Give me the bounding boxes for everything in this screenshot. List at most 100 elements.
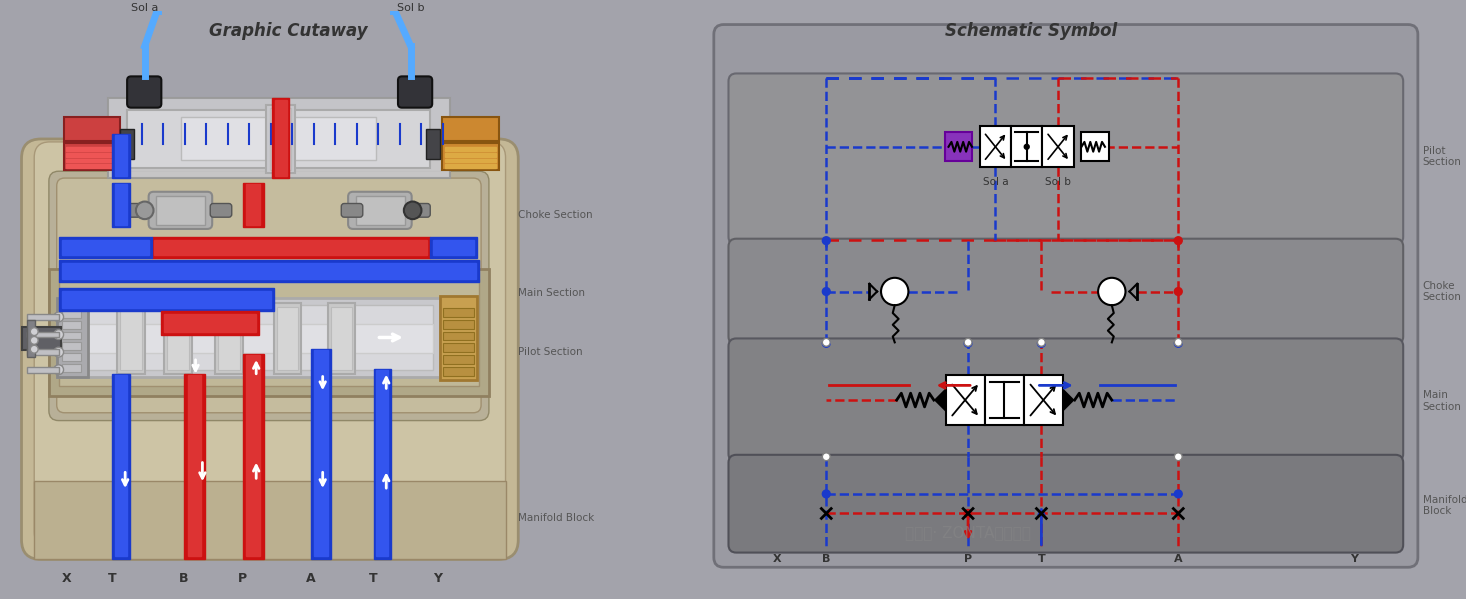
Text: Manifold
Block: Manifold Block [1423, 495, 1466, 516]
Bar [432, 240, 475, 255]
Text: Y: Y [1350, 555, 1359, 564]
Text: Sol b: Sol b [397, 3, 425, 13]
Bar [59, 279, 479, 386]
Circle shape [1174, 340, 1182, 347]
Circle shape [54, 329, 63, 340]
Bar [66, 147, 117, 151]
Text: Pilot
Section: Pilot Section [1423, 146, 1462, 167]
Bar [246, 355, 259, 555]
Bar [128, 110, 430, 168]
Bar [62, 321, 81, 329]
Bar [443, 343, 475, 352]
Bar [440, 297, 478, 380]
Text: A: A [306, 573, 315, 585]
Circle shape [1038, 338, 1045, 346]
FancyBboxPatch shape [397, 77, 432, 108]
Text: X: X [62, 573, 72, 585]
Bar [63, 305, 432, 370]
FancyBboxPatch shape [128, 77, 161, 108]
Bar [113, 183, 130, 227]
Bar [443, 367, 475, 376]
Bar [107, 98, 450, 178]
Bar [66, 153, 117, 156]
Bar [154, 240, 427, 255]
FancyBboxPatch shape [57, 178, 481, 413]
Bar [1082, 132, 1108, 162]
Bar [246, 184, 259, 225]
Bar [62, 353, 81, 361]
Bar [164, 314, 257, 332]
Text: P: P [965, 555, 972, 564]
Bar [274, 303, 301, 374]
Bar [1012, 126, 1042, 167]
Bar [944, 132, 972, 162]
Bar [164, 303, 192, 374]
Bar [441, 117, 498, 141]
FancyBboxPatch shape [729, 338, 1403, 462]
Circle shape [822, 338, 830, 346]
Bar [167, 307, 189, 370]
FancyBboxPatch shape [128, 204, 148, 217]
Bar [59, 237, 151, 258]
Bar [151, 237, 430, 258]
Text: Sol a: Sol a [130, 3, 158, 13]
Bar [377, 370, 388, 555]
Bar [1042, 126, 1073, 167]
Bar [34, 481, 506, 559]
FancyBboxPatch shape [409, 204, 430, 217]
Bar [443, 332, 475, 340]
Bar [62, 310, 81, 318]
Bar [946, 374, 985, 425]
FancyBboxPatch shape [48, 171, 490, 420]
FancyBboxPatch shape [22, 139, 519, 559]
Text: Y: Y [434, 573, 443, 585]
Bar [374, 369, 391, 559]
Bar [62, 291, 271, 308]
Bar [311, 349, 330, 559]
Bar [218, 307, 239, 370]
Bar [441, 143, 498, 170]
Bar [116, 374, 128, 555]
Text: T: T [1038, 555, 1045, 564]
Bar [116, 135, 128, 176]
Circle shape [1098, 278, 1126, 305]
Bar [113, 134, 130, 178]
Bar [120, 307, 142, 370]
Bar [443, 355, 475, 364]
Polygon shape [1063, 388, 1075, 412]
Bar [356, 196, 405, 225]
Bar [444, 153, 496, 156]
Circle shape [1025, 144, 1029, 149]
Circle shape [822, 237, 830, 244]
Bar [183, 374, 205, 559]
Bar [28, 332, 59, 337]
Bar [979, 126, 1012, 167]
Bar [270, 108, 292, 170]
Polygon shape [934, 388, 946, 412]
Bar [62, 240, 148, 255]
Circle shape [822, 340, 830, 347]
Bar [66, 159, 117, 162]
Circle shape [822, 288, 830, 295]
Circle shape [31, 328, 38, 335]
Circle shape [965, 340, 972, 347]
FancyBboxPatch shape [342, 204, 362, 217]
Text: T: T [108, 573, 117, 585]
FancyBboxPatch shape [714, 25, 1418, 567]
Bar [57, 298, 88, 377]
Bar [188, 374, 201, 555]
Text: B: B [822, 555, 830, 564]
Text: Choke
Section: Choke Section [1423, 281, 1462, 302]
Text: Manifold Block: Manifold Block [519, 513, 595, 524]
Bar [242, 354, 264, 559]
FancyBboxPatch shape [148, 192, 213, 229]
Bar [28, 320, 35, 357]
Text: Main
Section: Main Section [1423, 390, 1462, 412]
Bar [116, 184, 128, 225]
Text: Sol b: Sol b [1045, 177, 1072, 187]
Bar [117, 303, 145, 374]
Circle shape [1174, 288, 1182, 295]
Bar [265, 105, 295, 173]
Bar [444, 159, 496, 162]
Text: Schematic Symbol: Schematic Symbol [946, 22, 1117, 40]
